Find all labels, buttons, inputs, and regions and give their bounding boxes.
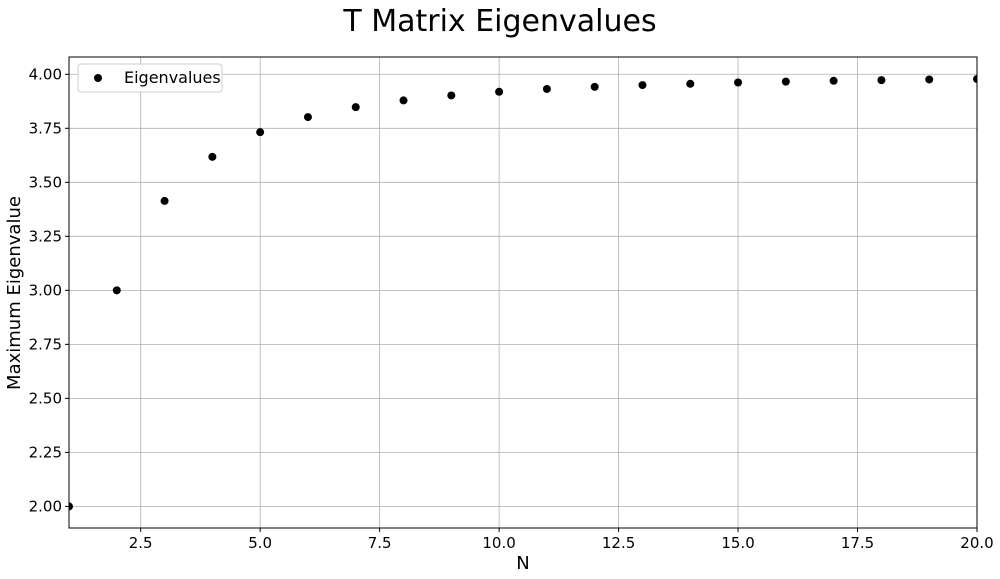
y-tick-label: 3.75 <box>29 119 62 137</box>
data-point <box>734 78 743 87</box>
y-axis-label: Maximum Eigenvalue <box>4 196 25 390</box>
data-points <box>69 75 977 511</box>
legend-frame <box>77 63 223 93</box>
x-axis-label: N <box>516 553 529 574</box>
y-tick-label: 2.00 <box>29 497 62 515</box>
axis-ticks: 2.5 5.0 7.5 10.0 12.5 15.0 17.5 20.0 2.00 2.25 2.5… <box>29 65 994 552</box>
data-point <box>160 196 169 205</box>
x-tick-label: 15.0 <box>721 534 754 552</box>
x-tick-label: 2.5 <box>129 534 153 552</box>
x-tick-label: 10.0 <box>482 534 515 552</box>
legend-label: Eigenvalues <box>124 68 221 87</box>
x-tick-label: 12.5 <box>602 534 635 552</box>
y-tick-label: 3.25 <box>29 227 62 245</box>
data-point <box>447 91 456 100</box>
data-point <box>303 113 312 122</box>
x-tick-label: 20.0 <box>960 534 993 552</box>
data-point <box>112 286 121 295</box>
x-tick-label: 17.5 <box>841 534 874 552</box>
x-tick-label: 7.5 <box>368 534 392 552</box>
legend-marker <box>94 74 102 82</box>
chart-title: T Matrix Eigenvalues <box>342 4 656 39</box>
data-point <box>495 87 504 96</box>
data-point <box>208 152 217 161</box>
data-point <box>781 77 790 86</box>
data-point <box>925 75 934 84</box>
data-point <box>542 84 551 93</box>
x-tick-label: 5.0 <box>248 534 272 552</box>
data-point <box>829 76 838 85</box>
y-tick-label: 2.75 <box>29 335 62 353</box>
data-point <box>686 79 695 88</box>
data-point <box>256 128 265 137</box>
plot-frame <box>68 56 978 529</box>
y-tick-label: 2.25 <box>29 443 62 461</box>
y-tick-label: 3.00 <box>29 281 62 299</box>
data-point <box>973 75 977 84</box>
data-point <box>590 82 599 91</box>
y-tick-label: 3.50 <box>29 173 62 191</box>
y-tick-label: 4.00 <box>29 65 62 83</box>
y-tick-label: 2.50 <box>29 389 62 407</box>
legend: Eigenvalues <box>77 63 223 93</box>
data-point <box>877 76 886 85</box>
data-point <box>399 96 408 105</box>
data-point <box>638 81 647 90</box>
data-point <box>351 103 360 112</box>
data-point <box>69 502 73 511</box>
